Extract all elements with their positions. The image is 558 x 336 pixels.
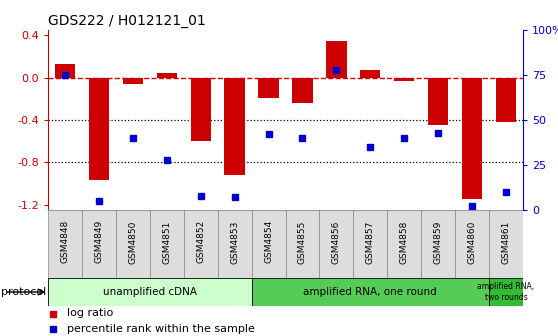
Bar: [319, 210, 353, 278]
Text: GSM4853: GSM4853: [230, 220, 239, 263]
Bar: [428, 78, 449, 125]
Text: GSM4854: GSM4854: [264, 220, 273, 263]
Text: GSM4850: GSM4850: [128, 220, 137, 263]
Bar: [252, 278, 489, 306]
Bar: [116, 210, 150, 278]
Text: log ratio: log ratio: [67, 308, 113, 319]
Text: GSM4861: GSM4861: [502, 220, 511, 263]
Bar: [184, 210, 218, 278]
Bar: [123, 78, 143, 84]
Bar: [360, 70, 381, 78]
Text: GSM4848: GSM4848: [60, 220, 69, 263]
Bar: [48, 278, 252, 306]
Text: GSM4849: GSM4849: [94, 220, 103, 263]
Text: GDS222 / H012121_01: GDS222 / H012121_01: [48, 13, 206, 28]
Bar: [224, 78, 245, 175]
Bar: [489, 278, 523, 306]
Text: percentile rank within the sample: percentile rank within the sample: [67, 324, 255, 334]
Text: GSM4851: GSM4851: [162, 220, 171, 263]
Bar: [489, 210, 523, 278]
Text: GSM4856: GSM4856: [332, 220, 341, 263]
Bar: [48, 210, 82, 278]
Bar: [286, 210, 319, 278]
Bar: [258, 78, 278, 98]
Bar: [326, 41, 347, 78]
Bar: [89, 78, 109, 180]
Bar: [387, 210, 421, 278]
Bar: [455, 210, 489, 278]
Bar: [462, 78, 482, 199]
Bar: [82, 210, 116, 278]
Bar: [157, 73, 177, 78]
Text: GSM4860: GSM4860: [468, 220, 477, 263]
Text: unamplified cDNA: unamplified cDNA: [103, 287, 197, 297]
Bar: [150, 210, 184, 278]
Bar: [353, 210, 387, 278]
Bar: [55, 64, 75, 78]
Text: GSM4857: GSM4857: [366, 220, 375, 263]
Bar: [252, 210, 286, 278]
Text: amplified RNA,
two rounds: amplified RNA, two rounds: [478, 282, 535, 302]
Text: GSM4852: GSM4852: [196, 220, 205, 263]
Bar: [218, 210, 252, 278]
Text: GSM4855: GSM4855: [298, 220, 307, 263]
Bar: [421, 210, 455, 278]
Text: protocol: protocol: [1, 287, 46, 297]
Bar: [292, 78, 312, 103]
Bar: [190, 78, 211, 141]
Bar: [394, 78, 415, 81]
Text: GSM4859: GSM4859: [434, 220, 442, 263]
Bar: [496, 78, 516, 122]
Text: GSM4858: GSM4858: [400, 220, 409, 263]
Text: amplified RNA, one round: amplified RNA, one round: [304, 287, 437, 297]
